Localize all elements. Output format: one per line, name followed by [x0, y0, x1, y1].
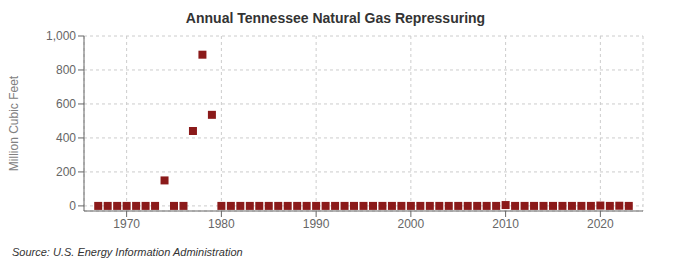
svg-text:2000: 2000: [398, 217, 425, 231]
svg-text:600: 600: [56, 97, 76, 111]
svg-text:Million Cubic Feet: Million Cubic Feet: [8, 75, 21, 171]
svg-text:1970: 1970: [113, 217, 140, 231]
svg-text:1,000: 1,000: [46, 29, 76, 43]
svg-text:800: 800: [56, 63, 76, 77]
svg-text:1980: 1980: [208, 217, 235, 231]
svg-text:2020: 2020: [587, 217, 614, 231]
svg-text:0: 0: [69, 199, 76, 213]
svg-text:200: 200: [56, 165, 76, 179]
svg-text:2010: 2010: [492, 217, 519, 231]
html-text:Annual Tennessee Natural Gas R: Annual Tennessee Natural Gas Repressurin…: [185, 10, 486, 26]
svg-text:400: 400: [56, 131, 76, 145]
svg-text:1990: 1990: [303, 217, 330, 231]
html-text:Source: U.S. Energy Informatio: Source: U.S. Energy Information Administ…: [12, 246, 243, 258]
